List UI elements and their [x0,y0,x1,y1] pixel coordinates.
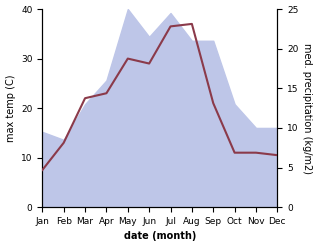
Y-axis label: max temp (C): max temp (C) [5,74,16,142]
X-axis label: date (month): date (month) [124,231,196,242]
Y-axis label: med. precipitation (kg/m2): med. precipitation (kg/m2) [302,43,313,174]
